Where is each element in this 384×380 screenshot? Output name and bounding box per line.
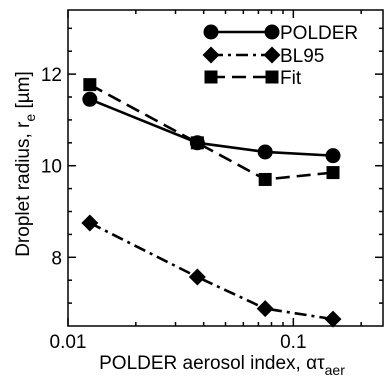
y-axis-title: Droplet radius, re [µm] <box>13 71 38 257</box>
legend-item-bl95: BL95 <box>202 46 324 67</box>
legend-label-polder: POLDER <box>280 23 358 44</box>
y-tick-label-10: 10 <box>41 157 62 178</box>
x-tick-label-0.01: 0.01 <box>50 332 87 353</box>
series-line-polder <box>89 98 334 157</box>
y-axis-title-unit: [µm] <box>13 71 34 114</box>
y-tick-label-12: 12 <box>41 65 62 86</box>
x-axis-title: POLDER aerosol index, ατaer <box>99 353 345 378</box>
legend-marker-polder <box>264 24 280 40</box>
data-point-fit <box>83 78 97 92</box>
data-point-bl95 <box>324 310 342 328</box>
legend-marker-bl95 <box>263 46 281 64</box>
x-axis-title-subscript: aer <box>325 362 346 378</box>
data-point-bl95 <box>81 214 99 232</box>
series-polder <box>82 91 341 164</box>
legend-marker-polder <box>203 24 219 40</box>
legend-label-fit: Fit <box>280 68 302 89</box>
x-tick-label-0.1: 0.1 <box>280 332 306 353</box>
legend-label-bl95: BL95 <box>280 46 324 67</box>
data-point-bl95 <box>188 268 206 286</box>
y-axis-title-prefix: Droplet radius, r <box>13 121 34 257</box>
series-line-bl95 <box>89 221 334 321</box>
x-axis-title-prefix: POLDER aerosol index, <box>99 353 306 374</box>
y-tick-label-8: 8 <box>51 248 62 269</box>
legend-marker-bl95 <box>202 46 220 64</box>
x-axis-title-symbol: ατ <box>306 353 325 374</box>
data-point-bl95 <box>256 300 274 318</box>
legend-item-fit: Fit <box>204 68 302 89</box>
legend-marker-fit <box>265 70 279 84</box>
data-point-fit <box>190 136 204 150</box>
series-bl95 <box>81 214 342 328</box>
y-axis-title-subscript: e <box>22 114 38 122</box>
series-line-fit <box>89 83 334 181</box>
data-point-fit <box>326 166 340 180</box>
data-point-polder <box>257 144 273 160</box>
legend-item-polder: POLDER <box>203 23 358 44</box>
data-point-fit <box>258 172 272 186</box>
data-point-polder <box>325 148 341 164</box>
series-fit <box>83 78 340 186</box>
data-point-polder <box>82 91 98 107</box>
legend-marker-fit <box>204 70 218 84</box>
